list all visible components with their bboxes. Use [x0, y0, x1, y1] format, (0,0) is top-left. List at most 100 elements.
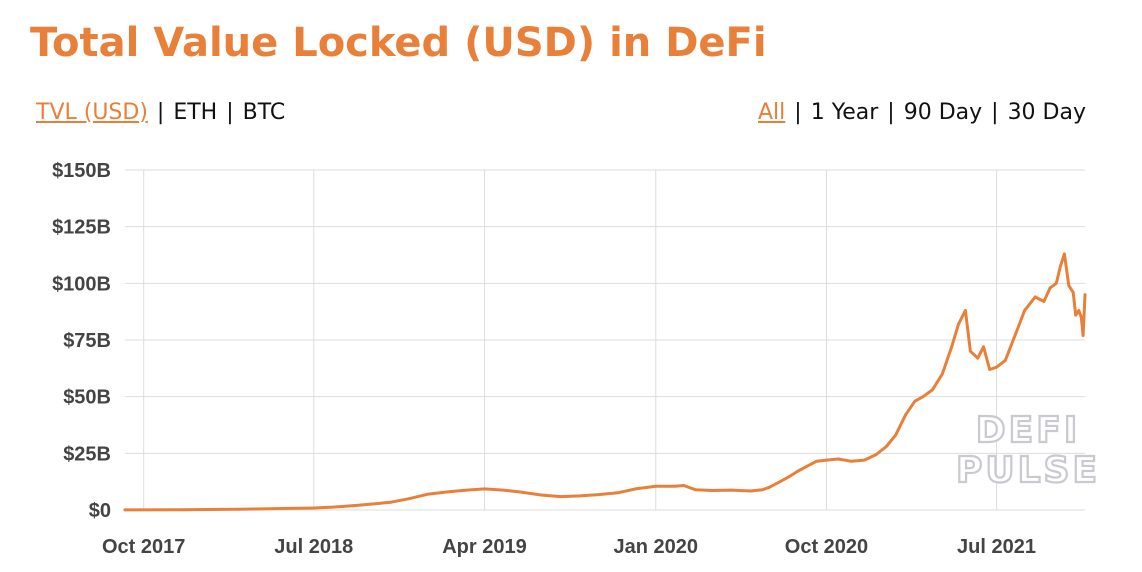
- data-point: [950, 345, 954, 349]
- tvl-series-line: [123, 252, 1087, 512]
- data-point: [988, 368, 992, 371]
- data-point: [825, 458, 828, 462]
- x-tick-label: Jan 2020: [614, 536, 699, 558]
- data-point: [654, 484, 658, 488]
- data-point: [1033, 295, 1037, 299]
- data-point: [806, 464, 810, 468]
- data-point: [1014, 331, 1018, 335]
- x-tick-label: Jul 2021: [957, 536, 1036, 558]
- data-point: [1083, 293, 1087, 297]
- data-point: [483, 487, 486, 491]
- data-point: [964, 309, 967, 312]
- toggle-separator: |: [991, 100, 999, 125]
- data-point: [123, 508, 127, 512]
- y-tick-label: $150B: [52, 160, 111, 182]
- data-point: [921, 395, 925, 399]
- range-option-all[interactable]: All: [758, 100, 786, 125]
- toggle-separator: |: [887, 100, 895, 125]
- range-option-90-day[interactable]: 90 Day: [903, 100, 983, 125]
- watermark-pulse: PULSE: [956, 450, 1100, 491]
- data-point: [767, 485, 771, 489]
- chart-title: Total Value Locked (USD) in DeFi: [30, 20, 767, 66]
- y-tick-label: $125B: [52, 217, 111, 239]
- data-point: [1071, 291, 1075, 294]
- data-point: [787, 475, 790, 479]
- data-point: [616, 491, 620, 495]
- x-tick-label: Oct 2020: [785, 536, 868, 558]
- toggle-separator: |: [226, 100, 234, 125]
- data-point: [597, 493, 600, 496]
- data-point: [931, 388, 934, 392]
- metric-toggle: TVL (USD) | ETH | BTC: [36, 100, 285, 125]
- metric-option-tvl-usd[interactable]: TVL (USD): [36, 100, 148, 125]
- data-point: [389, 500, 392, 504]
- y-tick-label: $100B: [52, 273, 111, 295]
- y-tick-label: $0: [89, 500, 111, 522]
- data-point: [559, 495, 562, 498]
- data-point: [982, 345, 985, 349]
- data-point: [521, 490, 524, 494]
- data-point: [351, 504, 354, 508]
- data-point: [940, 372, 944, 376]
- y-tick-label: $50B: [63, 387, 111, 409]
- range-option-30-day[interactable]: 30 Day: [1007, 100, 1086, 125]
- data-point: [1077, 309, 1081, 312]
- data-point: [957, 322, 960, 326]
- data-point: [369, 502, 373, 506]
- data-point: [894, 433, 897, 437]
- toggle-separator: |: [156, 100, 165, 125]
- data-point: [236, 507, 240, 511]
- data-point: [904, 413, 907, 417]
- data-point: [1048, 286, 1052, 290]
- data-point: [1059, 263, 1063, 267]
- data-point: [711, 489, 714, 492]
- watermark-defi: DEFI: [976, 410, 1080, 451]
- metric-option-eth[interactable]: ETH: [173, 100, 218, 125]
- data-point: [501, 488, 505, 492]
- y-tick-label: $25B: [63, 443, 111, 465]
- data-point: [1023, 309, 1026, 312]
- data-point: [682, 484, 686, 487]
- data-point: [1054, 281, 1058, 285]
- data-point: [795, 470, 799, 473]
- data-point: [1063, 252, 1066, 256]
- data-point: [1079, 315, 1083, 319]
- data-point: [1081, 334, 1085, 337]
- data-point: [1067, 284, 1071, 287]
- data-point: [1074, 313, 1078, 317]
- data-point: [1003, 359, 1007, 362]
- x-tick-label: Jul 2018: [274, 536, 353, 558]
- range-option-1-year[interactable]: 1 Year: [810, 100, 879, 125]
- data-point: [836, 457, 840, 461]
- data-point: [874, 453, 878, 456]
- data-point: [635, 487, 638, 491]
- data-point: [976, 356, 980, 360]
- data-point: [274, 507, 278, 510]
- data-point: [446, 490, 450, 494]
- data-point: [331, 505, 335, 509]
- data-point: [180, 508, 184, 512]
- metric-option-btc[interactable]: BTC: [242, 100, 286, 125]
- data-point: [776, 481, 780, 485]
- data-point: [539, 493, 543, 497]
- data-point: [578, 494, 582, 498]
- data-point: [995, 365, 998, 369]
- data-point: [815, 459, 818, 463]
- range-toggle: All | 1 Year | 90 Day | 30 Day: [758, 100, 1086, 125]
- y-tick-label: $75B: [63, 330, 111, 352]
- toggle-separator: |: [794, 100, 802, 125]
- data-point: [969, 349, 972, 353]
- data-point: [407, 497, 411, 501]
- data-point: [463, 488, 467, 492]
- data-point: [850, 459, 853, 463]
- data-point: [1042, 300, 1046, 303]
- data-point: [729, 488, 733, 492]
- data-point: [673, 484, 677, 488]
- data-point: [749, 489, 752, 493]
- data-point: [694, 488, 697, 492]
- data-point: [863, 458, 866, 462]
- data-point: [312, 506, 316, 510]
- x-tick-label: Oct 2017: [102, 536, 185, 558]
- x-tick-label: Apr 2019: [442, 536, 527, 558]
